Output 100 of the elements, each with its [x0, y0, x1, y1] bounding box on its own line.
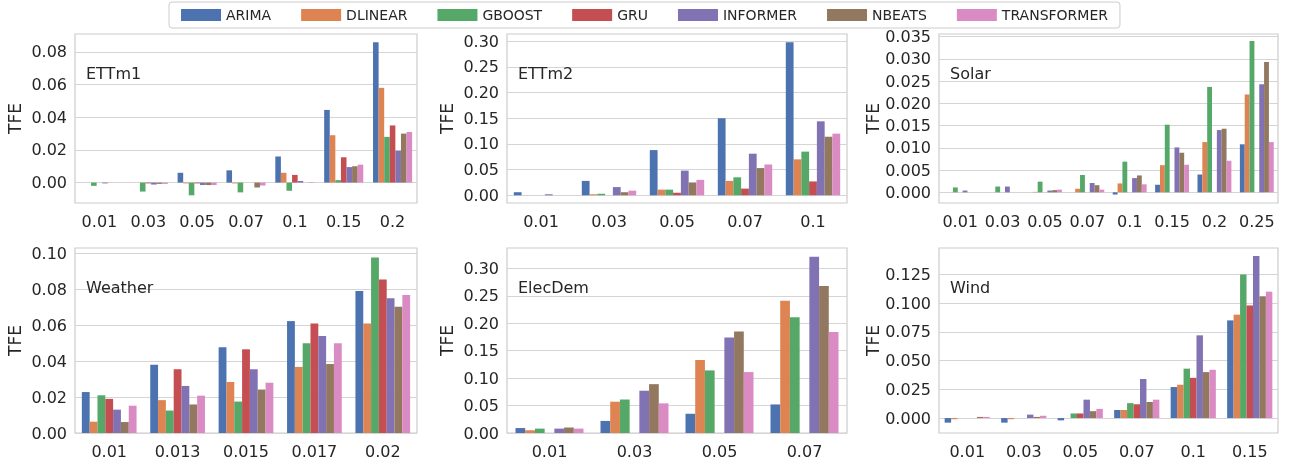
x-tick-label: 0.07	[786, 441, 823, 461]
bar	[81, 392, 90, 433]
bar	[1089, 411, 1097, 419]
legend-label: GBOOST	[482, 7, 543, 23]
bar	[226, 381, 235, 433]
bar	[294, 366, 303, 433]
y-tick-label: 0.04	[31, 107, 67, 127]
x-tick-label: 0.017	[291, 441, 338, 461]
bar	[363, 323, 372, 433]
x-tick-label: 0.03	[1005, 441, 1042, 461]
bar	[1202, 372, 1210, 419]
bar	[1159, 165, 1165, 193]
x-tick-label: 0.015	[223, 441, 269, 461]
bar	[400, 133, 407, 183]
bar	[573, 428, 584, 433]
bar	[1083, 399, 1090, 419]
bar	[704, 370, 715, 433]
bar	[218, 347, 227, 433]
bar	[685, 413, 696, 433]
bar	[173, 369, 182, 433]
bar	[1096, 408, 1103, 419]
bar	[197, 395, 205, 433]
y-tick-label: 0.010	[885, 138, 931, 158]
bar	[389, 125, 396, 183]
x-tick-label: 0.02	[364, 441, 401, 461]
x-tick-label: 0.01	[942, 211, 978, 231]
y-tick-label: 0.10	[31, 243, 67, 263]
bar	[1155, 184, 1160, 193]
bar	[371, 257, 379, 433]
x-tick-label: 0.1	[282, 211, 308, 231]
bar	[1202, 142, 1208, 193]
bar	[346, 167, 353, 183]
x-tick-label: 0.15	[1231, 441, 1268, 461]
bar	[1233, 314, 1241, 419]
bar	[150, 364, 159, 433]
bar	[1207, 86, 1213, 193]
y-axis-title: TFE	[4, 103, 25, 135]
text: ElecDem	[518, 277, 589, 297]
x-tick-label: 0.1	[1180, 441, 1206, 461]
y-tick-label: 0.25	[463, 57, 499, 77]
y-axis-title: TFE	[4, 325, 25, 357]
bar	[395, 150, 401, 183]
bar	[1152, 399, 1160, 419]
bar	[1146, 401, 1153, 419]
bar	[764, 164, 773, 196]
y-tick-label: 0.05	[463, 396, 499, 416]
x-tick-label: 0.2	[1201, 211, 1228, 231]
bar	[688, 182, 697, 196]
bar	[1164, 124, 1170, 193]
bar	[809, 256, 820, 433]
bar	[1080, 174, 1085, 193]
bar	[1077, 413, 1084, 419]
bar	[1133, 404, 1140, 419]
y-axis-title: TFE	[862, 103, 883, 135]
legend-label: ARIMA	[226, 7, 272, 23]
y-tick-label: 0.00	[463, 423, 499, 443]
y-tick-label: 0.30	[463, 31, 499, 51]
bar	[785, 42, 794, 196]
bar	[680, 170, 689, 196]
y-tick-label: 0.030	[885, 49, 931, 69]
y-axis-title: TFE	[436, 325, 457, 357]
bar	[581, 180, 590, 196]
x-tick-label: 0.25	[1239, 211, 1275, 231]
bar	[406, 131, 413, 183]
y-tick-label: 0.025	[885, 71, 931, 91]
bar	[1179, 152, 1185, 193]
y-tick-label: 0.00	[31, 173, 67, 193]
bar	[259, 182, 266, 186]
y-tick-label: 0.050	[885, 351, 931, 371]
bar	[789, 317, 800, 433]
bar	[120, 422, 129, 433]
bar	[780, 300, 790, 433]
y-tick-label: 0.15	[463, 108, 499, 128]
bar	[1268, 142, 1274, 193]
x-tick-label: 0.01	[531, 441, 568, 461]
bar	[741, 188, 749, 196]
bar	[378, 87, 385, 183]
bar	[333, 343, 342, 433]
x-tick-label: 0.01	[91, 441, 128, 461]
y-tick-label: 0.025	[885, 379, 931, 399]
legend-label: NBEATS	[872, 7, 927, 23]
bar	[226, 170, 233, 183]
y-tick-label: 0.05	[463, 160, 499, 180]
bar	[326, 364, 334, 433]
x-tick-label: 0.15	[325, 211, 362, 231]
y-tick-label: 0.10	[463, 134, 499, 154]
bar	[302, 343, 311, 433]
bar	[1183, 368, 1191, 419]
bar	[329, 135, 336, 183]
bar	[793, 159, 802, 196]
x-tick-label: 0.01	[81, 211, 118, 231]
bar	[600, 420, 611, 433]
y-tick-label: 0.00	[31, 423, 67, 443]
bar	[402, 295, 411, 433]
bar	[828, 331, 839, 433]
bar	[1259, 296, 1266, 419]
bar	[373, 42, 379, 183]
bar	[717, 118, 726, 196]
x-tick-label: 0.1	[1116, 211, 1143, 231]
bar	[695, 359, 705, 433]
